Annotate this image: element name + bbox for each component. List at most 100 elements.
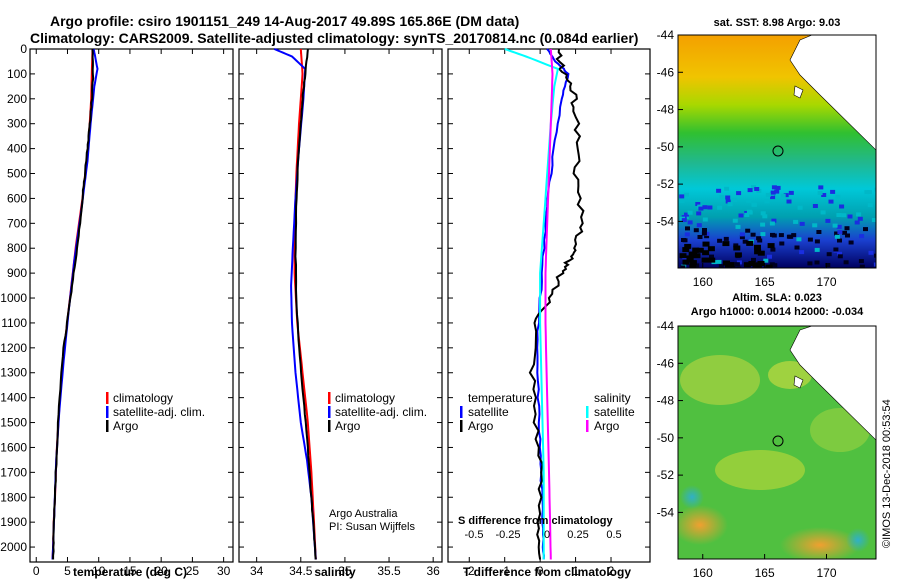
sst-pixel <box>754 244 761 250</box>
legend-s-satellite: satellite <box>594 405 635 419</box>
sst-pixel <box>812 204 818 208</box>
sla-feature <box>846 528 870 552</box>
sst-pixel <box>696 247 704 253</box>
sst-pixel <box>732 197 738 202</box>
sst-pixel <box>706 270 713 275</box>
legend-s-argo: Argo <box>594 419 620 433</box>
depth-tick-label: 1400 <box>0 391 27 405</box>
sst-pixel <box>859 264 865 268</box>
sst-pixel <box>707 246 715 252</box>
sst-pixel <box>828 199 834 204</box>
x-tick-label: 5 <box>64 564 71 578</box>
legend-argo: Argo <box>113 419 139 433</box>
sst-pixel <box>684 232 690 237</box>
sst-pixel <box>751 202 757 207</box>
depth-tick-label: 800 <box>7 241 27 255</box>
map-lon-label: 170 <box>816 275 836 289</box>
sst-pixel <box>836 224 842 229</box>
sst-map-title: sat. SST: 8.98 Argo: 9.03 <box>714 17 841 29</box>
depth-tick-label: 2000 <box>0 540 27 554</box>
legend-swatch-climatology <box>328 392 331 404</box>
sst-pixel <box>724 186 730 191</box>
sst-pixel <box>746 240 754 246</box>
s-tick-label: 0.25 <box>567 529 588 541</box>
depth-tick-label: 1300 <box>0 366 27 380</box>
sst-pixel <box>783 193 789 198</box>
figure-title-line1: Argo profile: csiro 1901151_249 14-Aug-2… <box>50 13 519 29</box>
sst-pixel <box>732 218 738 223</box>
sst-pixel <box>799 221 805 226</box>
imos-credit: ©IMOS 13-Dec-2018 00:53:54 <box>881 399 893 548</box>
sla-map-frame <box>677 325 877 560</box>
depth-tick-label: 1100 <box>1 316 27 330</box>
sla-map-axes: 160 165 170 -44 -46 -48 -50 -52 -54 <box>657 319 837 580</box>
sst-pixel <box>867 190 872 195</box>
temperature-panel-frame <box>29 48 234 563</box>
series-line <box>52 48 95 560</box>
sst-pixel <box>786 234 792 239</box>
sst-pixel <box>708 257 716 263</box>
sst-map-axes: 160 165 170 -44 -46 -48 -50 -52 -54 <box>657 28 837 289</box>
sst-pixel <box>725 195 731 200</box>
sst-pixel <box>724 269 731 274</box>
sst-pixel <box>763 258 769 263</box>
sst-pixel <box>786 199 792 204</box>
x-tick-label: 0 <box>537 564 544 578</box>
sst-pixel <box>727 202 733 207</box>
sst-pixel <box>687 220 693 225</box>
sst-pixel <box>694 263 700 268</box>
sst-pixel <box>826 252 832 257</box>
sst-pixel <box>791 233 797 238</box>
sst-map <box>678 35 876 275</box>
sst-pixel <box>807 261 813 266</box>
legend-swatch-climatology <box>106 392 109 404</box>
sst-pixel <box>775 185 781 190</box>
map-lon-label: 170 <box>816 566 836 580</box>
sst-pixel <box>746 198 752 203</box>
sst-pixel <box>833 247 839 252</box>
sla-map-title-line2: Argo h1000: 0.0014 h2000: -0.034 <box>691 306 864 318</box>
depth-tick-label: 100 <box>7 67 27 81</box>
new-zealand-landmass <box>789 326 876 441</box>
difference-legend: temperature satellite Argo salinity sate… <box>460 391 635 433</box>
map-lat-label: -52 <box>657 177 675 191</box>
series-line <box>544 48 554 560</box>
sst-pixel <box>682 247 690 253</box>
sst-pixel <box>738 213 744 218</box>
map-lat-label: -48 <box>657 394 675 408</box>
series-line <box>536 48 570 560</box>
sst-pixel <box>770 195 776 200</box>
s-tick-label: 0 <box>544 529 550 541</box>
sst-pixel <box>682 238 688 243</box>
map-lat-label: -50 <box>657 431 675 445</box>
sst-pixel <box>697 235 703 239</box>
legend-swatch-argo <box>106 420 109 432</box>
sst-pixel <box>747 210 753 215</box>
sst-pixel <box>704 234 710 239</box>
sst-pixel <box>739 232 745 237</box>
pi-label: PI: Susan Wijffels <box>329 521 415 533</box>
legend-argo: Argo <box>335 419 361 433</box>
sst-pixel <box>771 218 777 223</box>
difference-xlabel: T difference from climatology <box>463 565 631 579</box>
sst-pixel <box>774 189 780 194</box>
sst-pixel <box>807 237 813 242</box>
sst-pixel <box>702 241 710 247</box>
sst-pixel <box>814 247 820 252</box>
sst-pixel <box>837 238 842 243</box>
sst-pixel <box>848 240 854 245</box>
salinity-x-axis: 34 34.5 35 35.5 36 <box>250 49 440 578</box>
s-tick-label: -0.5 <box>465 529 484 541</box>
depth-tick-label: 1000 <box>0 291 27 305</box>
sst-pixel <box>679 253 687 259</box>
sst-pixel <box>873 262 876 267</box>
sst-pixel <box>684 192 689 197</box>
sst-pixel <box>685 226 690 231</box>
depth-tick-label: 400 <box>7 142 27 156</box>
legend-satellite: satellite-adj. clim. <box>113 405 205 419</box>
sst-pixel <box>733 245 741 251</box>
sla-feature <box>780 527 860 559</box>
legend-swatch-argo <box>328 420 331 432</box>
temperature-x-axis: 0 5 10 15 20 25 30 <box>33 49 231 578</box>
salinity-series <box>273 48 317 560</box>
